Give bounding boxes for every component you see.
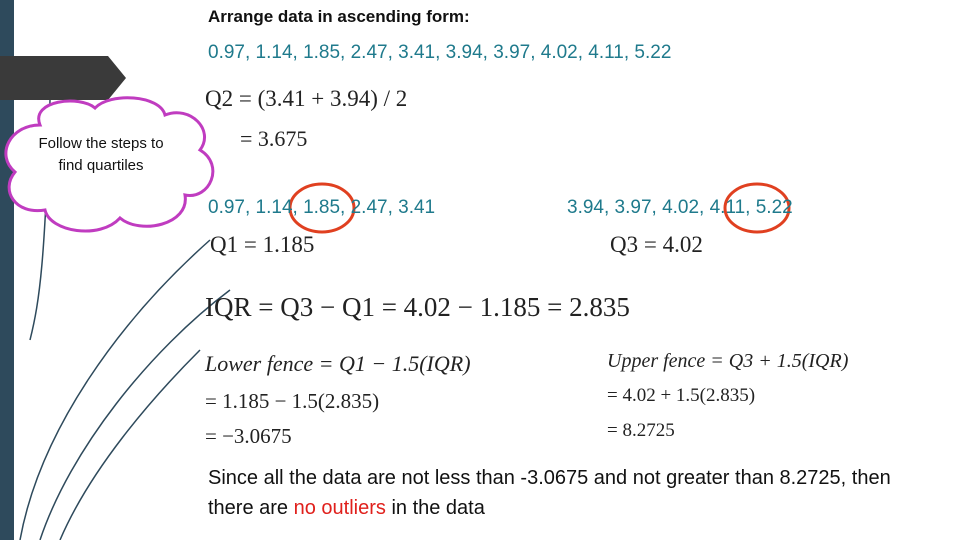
upper-fence-result: = 8.2725 [607,420,675,441]
highlight-circle [723,182,791,234]
lower-fence-step: = 1.185 − 1.5(2.835) [205,389,380,413]
lower-fence-formula: Lower fence = Q1 − 1.5(IQR) [205,351,471,376]
callout-text: Follow the steps to find quartiles [38,135,164,174]
q2-result: = 3.675 [240,126,308,151]
upper-fence-step: = 4.02 + 1.5(2.835) [607,385,756,406]
conclusion-text: Since all the data are not less than -3.… [208,467,891,519]
q1-result: Q1 = 1.185 [210,232,315,257]
lower-fence-result: = −3.0675 [205,424,292,448]
highlight-circle [288,182,356,234]
conclusion-highlight: no outliers [293,497,386,519]
q3-result: Q3 = 4.02 [610,232,703,257]
sorted-data: 0.97, 1.14, 1.85, 2.47, 3.41, 3.94, 3.97… [208,42,672,63]
callout-cloud [4,96,215,233]
upper-fence-formula: Upper fence = Q3 + 1.5(IQR) [607,350,849,372]
iqr-equation: IQR = Q3 − Q1 = 4.02 − 1.185 = 2.835 [205,292,630,322]
arrow-tab [0,56,126,100]
side-bar [0,0,14,540]
q2-equation: Q2 = (3.41 + 3.94) / 2 [205,86,408,111]
lower-half: 0.97, 1.14, 1.85, 2.47, 3.41 [208,197,436,218]
upper-half: 3.94, 3.97, 4.02, 4.11, 5.22 [567,197,793,218]
heading: Arrange data in ascending form: [208,7,470,26]
conclusion-text: in the data [385,497,485,519]
conclusion: Since all the data are not less than -3.… [208,463,908,523]
